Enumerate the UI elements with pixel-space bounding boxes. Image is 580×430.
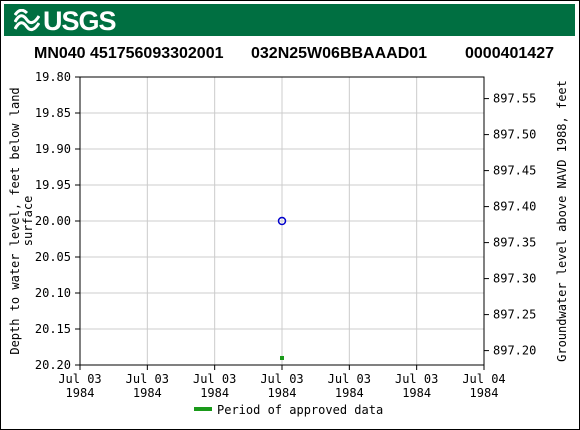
- x-tick-label-date: Jul 03: [260, 372, 303, 386]
- y-right-tick-label: 897.30: [493, 272, 536, 286]
- y-right-tick-label: 897.50: [493, 128, 536, 142]
- y-left-tick-label: 19.85: [35, 106, 71, 120]
- approved-period-marker: [280, 356, 284, 360]
- x-tick-label-year: 1984: [66, 386, 95, 400]
- legend-swatch: [194, 407, 212, 411]
- usgs-header-bar: USGS: [4, 4, 575, 36]
- y-left-tick-label: 20.00: [35, 214, 71, 228]
- x-tick-label-year: 1984: [470, 386, 499, 400]
- data-point: [277, 216, 287, 226]
- y-left-tick-label: 19.95: [35, 178, 71, 192]
- x-tick-label-date: Jul 04: [462, 372, 505, 386]
- y-left-tick-label: 19.80: [35, 70, 71, 84]
- y-left-axis-title: Depth to water level, feet below land sur…: [8, 87, 35, 354]
- station-id-title: 0000401427: [465, 45, 554, 62]
- y-right-tick-label: 897.20: [493, 344, 536, 358]
- usgs-logo: USGS: [14, 5, 117, 36]
- y-right-tick-label: 897.40: [493, 200, 536, 214]
- y-left-tick-label: 20.10: [35, 286, 71, 300]
- y-left-tick-label: 20.20: [35, 358, 71, 372]
- y-left-tick-label: 20.05: [35, 250, 71, 264]
- y-left-tick-label: 19.90: [35, 142, 71, 156]
- legend-label: Period of approved data: [217, 403, 383, 417]
- x-tick-label-date: Jul 03: [126, 372, 169, 386]
- usgs-logo-text: USGS: [43, 5, 117, 36]
- y-right-axis-title: Groundwater level above NAVD 1988, feet: [555, 80, 569, 362]
- x-tick-label-date: Jul 03: [395, 372, 438, 386]
- y-right-tick-label: 897.45: [493, 164, 536, 178]
- x-tick-label-date: Jul 03: [193, 372, 236, 386]
- x-tick-label-year: 1984: [335, 386, 364, 400]
- y-left-axis-title-line: Depth to water level, feet below land: [8, 87, 22, 354]
- y-left-axis-title-line: surface: [21, 196, 35, 247]
- site-number-title: MN040 451756093302001: [34, 45, 224, 62]
- y-right-tick-label: 897.25: [493, 308, 536, 322]
- x-tick-label-date: Jul 03: [328, 372, 371, 386]
- x-tick-label-year: 1984: [268, 386, 297, 400]
- usgs-wave-icon: [14, 9, 40, 32]
- local-id-title: 032N25W06BBAAAD01: [251, 45, 428, 62]
- y-right-tick-label: 897.35: [493, 236, 536, 250]
- x-tick-label-date: Jul 03: [58, 372, 101, 386]
- y-right-tick-label: 897.55: [493, 92, 536, 106]
- y-left-tick-label: 20.15: [35, 322, 71, 336]
- x-tick-label-year: 1984: [200, 386, 229, 400]
- x-tick-label-year: 1984: [402, 386, 431, 400]
- x-tick-label-year: 1984: [133, 386, 162, 400]
